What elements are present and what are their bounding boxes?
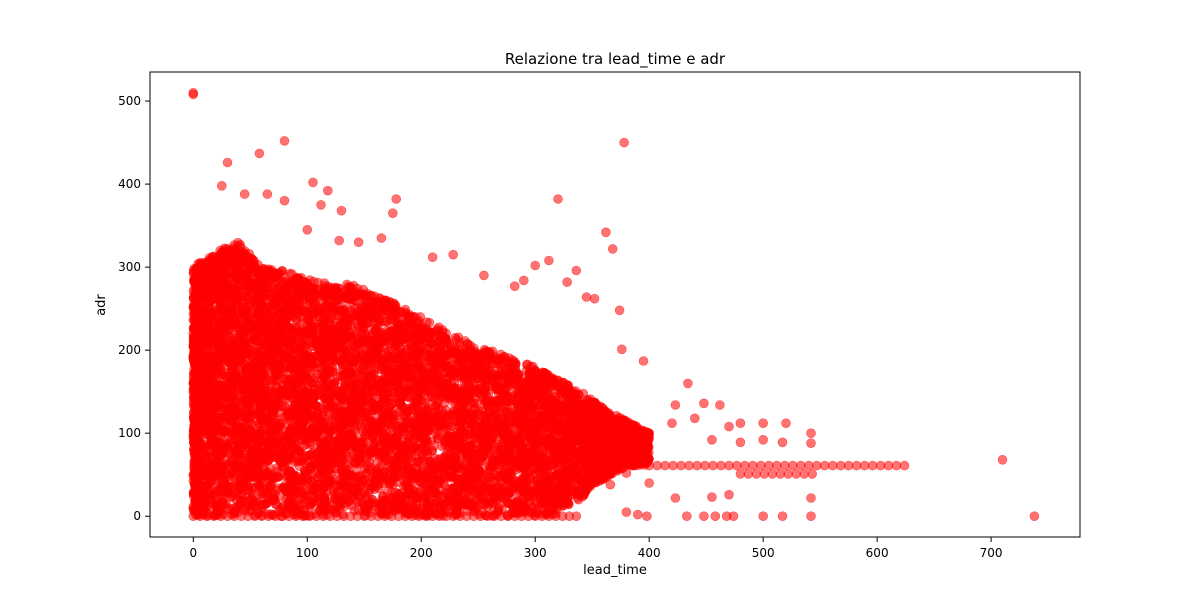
data-points xyxy=(188,88,1040,522)
chart-title: Relazione tra lead_time e adr xyxy=(505,50,726,69)
